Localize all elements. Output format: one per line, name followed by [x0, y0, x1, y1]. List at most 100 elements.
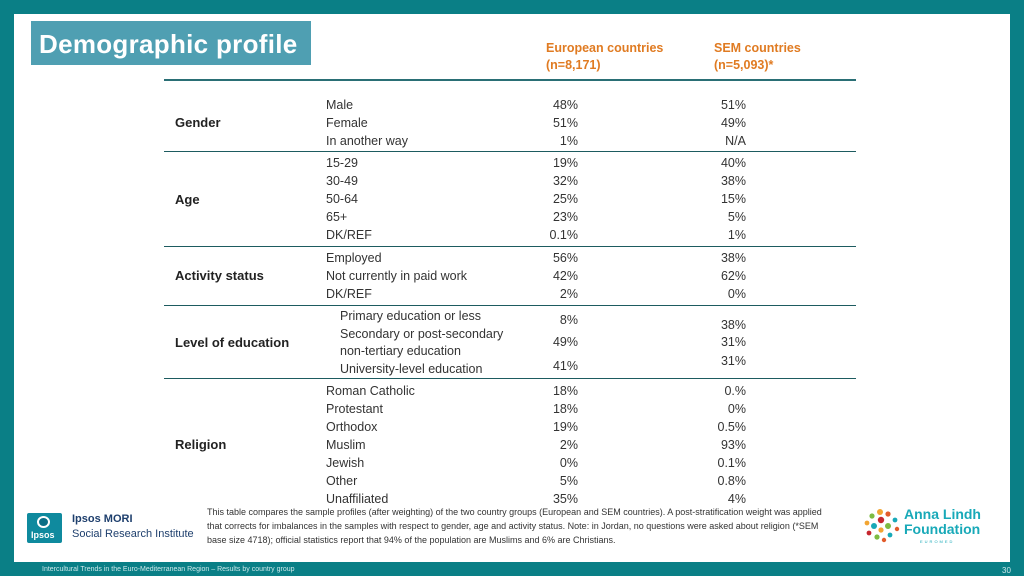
table-row: Female 51% 49%: [164, 114, 856, 132]
eu-value: 2%: [559, 438, 578, 452]
table-row: Unaffiliated 35% 4%: [164, 490, 856, 508]
eu-value: 51%: [552, 116, 578, 130]
table-row: Other 5% 0.8%: [164, 472, 856, 490]
page-title: Demographic profile: [39, 29, 298, 59]
sem-value: 38%: [720, 251, 746, 265]
anna-lindh-dots-icon: [864, 509, 900, 543]
row-label: Primary education or less: [340, 309, 482, 323]
anna-lindh-euromed: EUROMED: [920, 539, 955, 544]
header-rule: [164, 79, 856, 81]
row-label: Not currently in paid work: [326, 269, 468, 283]
sem-value: 0%: [727, 287, 746, 301]
eu-value: 19%: [552, 420, 578, 434]
table-row: Muslim 2% 93%: [164, 436, 856, 454]
sem-value: 1%: [727, 228, 746, 242]
row-label: Unaffiliated: [326, 492, 389, 506]
table-row: In another way 1% N/A: [164, 132, 856, 150]
sem-value: 31%: [720, 354, 746, 368]
row-label: 15-29: [326, 156, 358, 170]
table-row: Employed 56% 38%: [164, 249, 856, 267]
group-education: Level of education Primary education or …: [164, 308, 856, 379]
row-label: Protestant: [326, 402, 383, 416]
table-row: Roman Catholic 18% 0.%: [164, 382, 856, 400]
slide: [14, 14, 1010, 562]
eu-value: 23%: [552, 210, 578, 224]
eu-value: 18%: [552, 384, 578, 398]
group-gender: Gender Male 48% 51% Female 51% 49% In anothe…: [164, 96, 856, 152]
anna-lindh-name: Anna Lindh: [904, 506, 981, 522]
row-label: Orthodox: [326, 420, 378, 434]
eu-value: 2%: [559, 287, 578, 301]
sem-value: 0.1%: [717, 456, 747, 470]
eu-value: 0%: [559, 456, 578, 470]
group-label: Age: [175, 192, 200, 207]
speech-bubble-icon: [37, 516, 50, 528]
group-label: Religion: [175, 437, 227, 452]
table-row: Jewish 0% 0.1%: [164, 454, 856, 472]
ipsos-badge-text: Ipsos: [31, 530, 55, 540]
sem-value: 62%: [720, 269, 746, 283]
anna-lindh-foundation: Foundation: [904, 521, 981, 537]
table-row: 30-49 32% 38%: [164, 172, 856, 190]
table-row: Not currently in paid work 42% 62%: [164, 267, 856, 285]
eu-value: 1%: [559, 134, 578, 148]
row-label: Female: [326, 116, 368, 130]
group-religion: Religion Roman Catholic 18% 0.% Protestant…: [164, 382, 856, 510]
table-row: 50-64 25% 15%: [164, 190, 856, 208]
row-label: DK/REF: [326, 228, 372, 242]
footer-text: Intercultural Trends in the Euro-Mediter…: [42, 566, 295, 573]
sem-value: N/A: [725, 134, 746, 148]
table-row: Male 48% 51%: [164, 96, 856, 114]
row-label: 50-64: [326, 192, 358, 206]
table-row: Orthodox 19% 0.5%: [164, 418, 856, 436]
ipsos-name: Ipsos MORI: [72, 513, 133, 525]
eu-value: 18%: [552, 402, 578, 416]
table-row: DK/REF 0.1% 1%: [164, 226, 856, 244]
sem-value: 0.5%: [717, 420, 747, 434]
row-label: In another way: [326, 134, 408, 148]
eu-value: 48%: [552, 98, 578, 112]
group-age: Age 15-29 19% 40% 30-49 32% 38% 50-64 25% 15% …: [164, 154, 856, 247]
row-label: Jewish: [326, 456, 365, 470]
table-row: 15-29 19% 40%: [164, 154, 856, 172]
sem-value: 5%: [727, 210, 746, 224]
column-n-sem: (n=5,093)*: [714, 58, 774, 72]
sem-value: 0.%: [724, 384, 746, 398]
group-activity: Activity status Employed 56% 38% Not curre…: [164, 249, 856, 306]
sem-value: 4%: [727, 492, 746, 506]
row-label: Other: [326, 474, 358, 488]
column-header-sem: SEM countries (n=5,093)*: [714, 40, 801, 74]
eu-value: 56%: [552, 251, 578, 265]
sem-value: 31%: [720, 335, 746, 349]
table-row: DK/REF 2% 0%: [164, 285, 856, 303]
row-label: Muslim: [326, 438, 366, 452]
sem-value: 38%: [720, 174, 746, 188]
sem-value: 0.8%: [717, 474, 747, 488]
sem-value: 49%: [720, 116, 746, 130]
column-n-eu: (n=8,171): [546, 58, 601, 72]
eu-value: 19%: [552, 156, 578, 170]
title-box: Demographic profile: [31, 21, 311, 65]
column-name-sem: SEM countries: [714, 41, 801, 55]
row-label: 65+: [326, 210, 348, 224]
group-label: Level of education: [175, 335, 290, 350]
eu-value: 25%: [552, 192, 578, 206]
sem-value: 51%: [720, 98, 746, 112]
eu-value: 42%: [552, 269, 578, 283]
ipsos-logo: Ipsos: [27, 513, 62, 543]
row-label: Secondary or post-secondary: [340, 327, 504, 341]
sem-value: 40%: [720, 156, 746, 170]
row-label: non-tertiary education: [340, 344, 461, 358]
row-label: DK/REF: [326, 287, 372, 301]
group-label: Gender: [175, 115, 221, 130]
eu-value: 49%: [552, 335, 578, 349]
eu-value: 41%: [552, 359, 578, 373]
row-label: Roman Catholic: [326, 384, 415, 398]
table-row: 65+ 23% 5%: [164, 208, 856, 226]
row-label: Male: [326, 98, 354, 112]
eu-value: 8%: [559, 313, 578, 327]
footnote: This table compares the sample profiles …: [207, 507, 822, 545]
eu-value: 5%: [559, 474, 578, 488]
row-label: University-level education: [340, 362, 483, 376]
sem-value: 0%: [727, 402, 746, 416]
